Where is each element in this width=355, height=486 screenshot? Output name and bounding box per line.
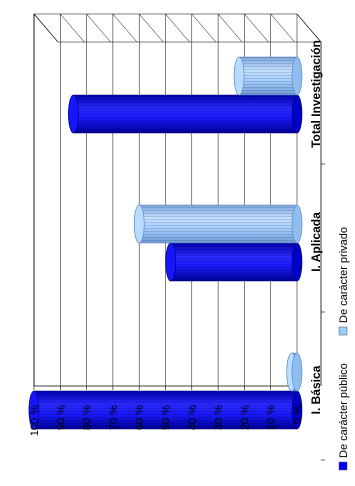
- bar-hatch: [165, 243, 297, 281]
- bar-cap: [233, 56, 245, 96]
- legend-swatch: [338, 326, 348, 336]
- bar-publico-1: [165, 242, 303, 282]
- bar-base-cap: [291, 56, 303, 96]
- bar-privado-2: [233, 56, 303, 96]
- value-tick-label: 10 %: [266, 405, 278, 430]
- bar-publico-2: [68, 94, 303, 134]
- legend: De carácter público De carácter privado: [338, 227, 350, 471]
- gridline-diagonal: [112, 13, 138, 43]
- bar-publico-0: [28, 390, 303, 430]
- bar-hatch: [29, 391, 297, 429]
- gridline-diagonal: [270, 13, 295, 43]
- bar-hatch: [68, 95, 297, 133]
- value-tick-label: 70 %: [108, 405, 120, 430]
- gridline-diagonal: [33, 13, 59, 43]
- bar-privado-1: [133, 204, 303, 244]
- chart-marks: [28, 56, 303, 430]
- value-tick-label: 50 %: [161, 405, 173, 430]
- legend-swatch: [338, 461, 348, 471]
- value-tick-label: 30 %: [213, 405, 225, 430]
- chart-labels: 0 % 10 % 20 % 30 % 40 % 50 % 60 % 70 % 80 % 90 % 1…: [29, 40, 323, 436]
- bar-hatch: [234, 57, 297, 95]
- bar-base-cap: [291, 352, 303, 392]
- bar-base-cap: [291, 94, 303, 134]
- category-label: Total Investigación: [309, 40, 323, 148]
- bar-privado-0: [286, 352, 303, 392]
- value-tick-label: 0 %: [292, 405, 304, 424]
- value-tick-label: 40 %: [187, 405, 199, 430]
- legend-label: De carácter público: [338, 363, 350, 458]
- bar-cap: [133, 204, 145, 244]
- gridline-diagonal: [86, 13, 111, 43]
- legend-label: De carácter privado: [338, 227, 350, 323]
- bar-cap: [165, 242, 177, 282]
- bar-base-cap: [291, 204, 303, 244]
- gridline-diagonal: [191, 13, 216, 43]
- value-tick-label: 20 %: [239, 405, 251, 430]
- gridline-diagonal: [139, 13, 164, 43]
- category-label: I. Básica: [309, 365, 323, 414]
- value-tick-label: 80 %: [82, 405, 94, 430]
- gridline-diagonal: [60, 13, 85, 43]
- plot-area: [33, 13, 325, 461]
- category-label: I. Aplicada: [309, 212, 323, 272]
- bar-hatch: [134, 205, 297, 243]
- value-tick-label: 60 %: [134, 405, 146, 430]
- gridline-diagonal: [165, 13, 190, 43]
- value-tick-label: 100 %: [29, 405, 41, 436]
- value-tick-label: 90 %: [55, 405, 67, 430]
- gridline-diagonal: [244, 13, 269, 43]
- gridline-diagonal: [217, 13, 243, 43]
- bar-base-cap: [291, 242, 303, 282]
- bar-cap: [68, 94, 79, 134]
- bar-cap: [28, 390, 40, 430]
- gridline-diagonal: [296, 13, 322, 43]
